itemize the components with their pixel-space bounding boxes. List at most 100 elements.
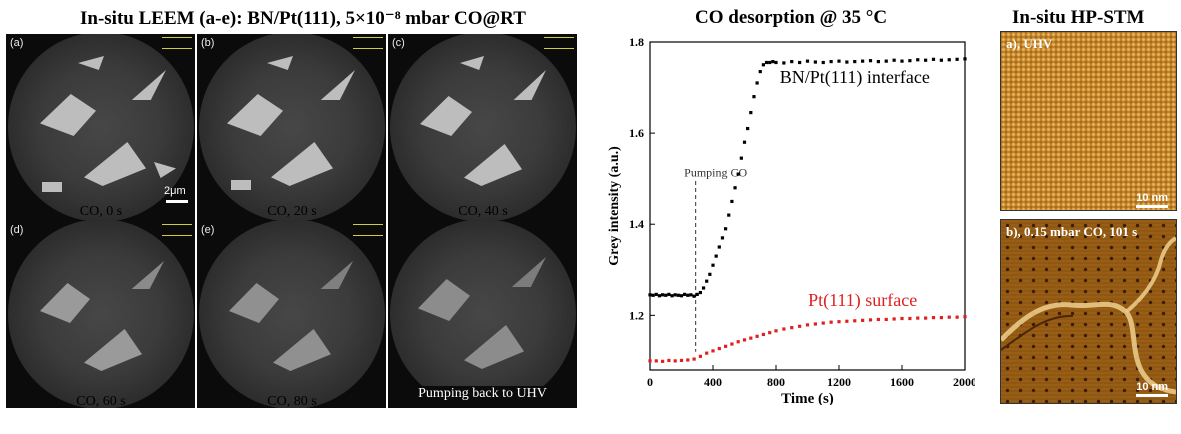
- data-point: [798, 324, 802, 328]
- data-point: [813, 322, 817, 326]
- data-point: [683, 292, 687, 296]
- data-point: [837, 59, 841, 63]
- data-point: [931, 316, 936, 320]
- data-point: [661, 359, 665, 363]
- leem-image-c: (c): [388, 34, 577, 221]
- leem-image-f: [388, 221, 577, 408]
- stm-image-co: b), 0.15 mbar CO, 101 s 10 nm: [1000, 219, 1177, 404]
- data-point: [717, 346, 721, 351]
- series-label-interface: BN/Pt(111) interface: [780, 67, 930, 88]
- data-point: [711, 349, 715, 353]
- data-point: [755, 334, 759, 338]
- panel-tag: (e): [201, 224, 215, 236]
- data-point: [673, 293, 677, 297]
- data-point: [679, 358, 684, 363]
- chart-marks: Pumping CO BN/Pt(111) interface Pt(111) su…: [648, 57, 967, 363]
- data-point: [761, 63, 765, 67]
- data-point: [876, 317, 880, 322]
- stm-scalebar: 10 nm: [1136, 381, 1168, 397]
- panel-tag: (a): [10, 37, 24, 49]
- data-point: [861, 318, 865, 322]
- x-tick-label: 0: [647, 375, 653, 389]
- data-point: [701, 286, 706, 290]
- data-point: [782, 61, 786, 65]
- data-point: [651, 293, 655, 297]
- x-axis-label: Time (s): [781, 391, 834, 405]
- data-point: [667, 358, 671, 363]
- chart-axes: 0 400 800 1200 1600 2000 1.2 1.4 1.6 1.8 Time (s) G…: [607, 35, 975, 405]
- y-tick-label: 1.4: [629, 217, 644, 231]
- data-point: [924, 316, 928, 320]
- data-point: [698, 290, 702, 295]
- co-desorption-chart: 0 400 800 1200 1600 2000 1.2 1.4 1.6 1.8 Time (s) G…: [607, 35, 975, 405]
- stm-title: In-situ HP-STM: [1012, 7, 1145, 28]
- stm-image-uhv: a), UHV 10 nm: [1000, 31, 1177, 211]
- leem-image-e: (e): [197, 221, 386, 408]
- data-point: [648, 359, 652, 363]
- data-point: [749, 111, 753, 115]
- data-point: [829, 320, 833, 324]
- scalebar: [166, 200, 188, 203]
- data-point: [821, 321, 825, 325]
- leem-image-b: (b): [197, 34, 386, 221]
- x-tick-label: 800: [767, 375, 785, 389]
- leem-caption-c: CO, 40 s: [458, 204, 508, 219]
- data-point: [742, 140, 747, 144]
- data-point: [724, 344, 728, 348]
- data-point: [853, 319, 857, 323]
- data-point: [876, 59, 880, 64]
- data-point: [673, 359, 677, 363]
- panel-tag: (b): [201, 37, 215, 49]
- data-point: [774, 329, 778, 333]
- leem-caption-d: CO, 60 s: [76, 394, 126, 409]
- data-point: [676, 293, 680, 297]
- chart-title: CO desorption @ 35 °C: [695, 7, 888, 28]
- data-point: [761, 332, 765, 337]
- data-point: [654, 359, 658, 363]
- data-point: [661, 293, 665, 297]
- data-point: [939, 316, 943, 320]
- data-point: [963, 315, 967, 319]
- data-point: [868, 59, 873, 63]
- data-point: [764, 60, 769, 65]
- x-tick-label: 1600: [890, 375, 914, 389]
- data-point: [947, 315, 951, 319]
- data-point: [736, 340, 740, 344]
- data-point: [768, 331, 772, 335]
- data-point: [916, 316, 920, 320]
- data-point: [689, 293, 693, 297]
- data-point: [714, 254, 718, 258]
- data-point: [853, 59, 857, 64]
- scalebar-label: 2μm: [164, 185, 186, 197]
- data-point: [947, 58, 951, 62]
- data-point: [695, 292, 699, 296]
- data-point: [657, 294, 662, 298]
- data-point: [805, 323, 810, 327]
- leem-caption-b: CO, 20 s: [267, 204, 317, 219]
- data-point: [892, 58, 896, 62]
- data-point: [908, 59, 912, 63]
- data-point: [771, 59, 775, 64]
- series-label-surface: Pt(111) surface: [808, 290, 917, 311]
- data-point: [813, 60, 817, 64]
- data-point: [648, 293, 652, 297]
- data-point: [736, 172, 740, 176]
- data-point: [667, 292, 671, 296]
- data-point: [908, 316, 912, 321]
- data-point: [670, 294, 674, 298]
- data-point: [730, 342, 734, 346]
- data-point: [798, 60, 802, 65]
- data-point: [790, 326, 794, 330]
- x-tick-label: 2000: [953, 375, 975, 389]
- data-point: [939, 58, 943, 62]
- leem-image-a: (a) 2μm: [6, 34, 195, 221]
- panel-tag: (c): [392, 37, 405, 49]
- data-point: [742, 338, 747, 342]
- leem-caption-a: CO, 0 s: [79, 204, 123, 219]
- data-point: [698, 354, 702, 358]
- data-point: [955, 57, 959, 61]
- pumping-annotation: Pumping CO: [684, 165, 747, 179]
- data-point: [868, 318, 873, 322]
- y-tick-label: 1.6: [629, 126, 644, 140]
- leem-image-d: (d): [6, 221, 195, 408]
